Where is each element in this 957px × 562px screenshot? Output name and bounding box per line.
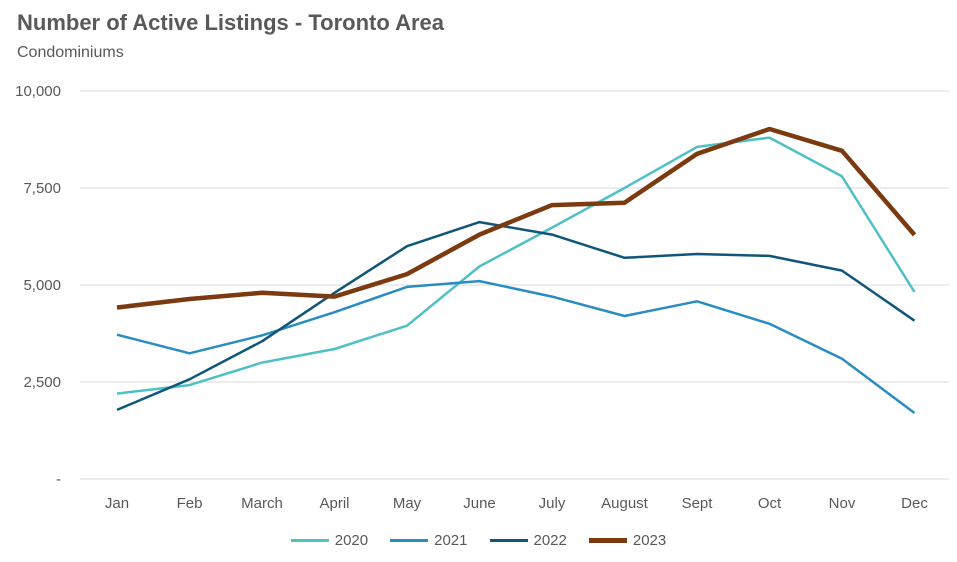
legend-swatch [390, 539, 429, 542]
legend-label: 2022 [533, 532, 567, 549]
x-axis-labels: Jan Feb March April May June July August Sept Oct… [105, 495, 928, 512]
series-line-2021 [116, 279, 916, 415]
y-tick-label: - [56, 471, 61, 488]
x-tick-label: Jan [105, 495, 129, 512]
y-axis-labels: - 2,500 5,000 7,500 10,000 [15, 83, 61, 488]
x-tick-label: March [241, 495, 283, 512]
x-tick-label: Nov [829, 495, 856, 512]
x-tick-label: May [393, 495, 422, 512]
series-line-2022 [116, 220, 916, 412]
x-tick-label: Dec [901, 495, 928, 512]
y-tick-label: 5,000 [23, 277, 61, 294]
legend-item-2023: 2023 [588, 532, 667, 549]
legend-swatch [489, 539, 528, 542]
line-chart: - 2,500 5,000 7,500 10,000 Jan Feb March April M… [15, 83, 949, 512]
x-tick-label: Feb [177, 495, 203, 512]
legend: 2020 2021 2022 2023 [0, 532, 957, 549]
series-line-2023 [116, 126, 917, 310]
x-tick-label: Sept [682, 495, 714, 512]
legend-swatch [588, 538, 627, 543]
x-tick-label: July [539, 495, 566, 512]
chart-title: Number of Active Listings - Toronto Area [17, 10, 444, 35]
chart-subtitle: Condominiums [17, 44, 124, 61]
gridlines [80, 90, 949, 480]
legend-label: 2023 [632, 532, 667, 549]
x-tick-label: June [463, 495, 496, 512]
series-lines [116, 126, 917, 415]
y-tick-label: 10,000 [15, 83, 61, 100]
legend-item-2022: 2022 [489, 532, 567, 549]
x-tick-label: Oct [758, 495, 782, 512]
legend-item-2021: 2021 [390, 532, 468, 549]
x-tick-label: August [601, 495, 649, 512]
series-line-2020 [116, 136, 916, 395]
y-tick-label: 2,500 [23, 374, 61, 391]
legend-item-2020: 2020 [290, 532, 369, 549]
y-tick-label: 7,500 [23, 180, 61, 197]
legend-label: 2020 [334, 532, 369, 549]
x-tick-label: April [319, 495, 349, 512]
legend-swatch [290, 539, 329, 542]
legend-label: 2021 [434, 532, 468, 549]
